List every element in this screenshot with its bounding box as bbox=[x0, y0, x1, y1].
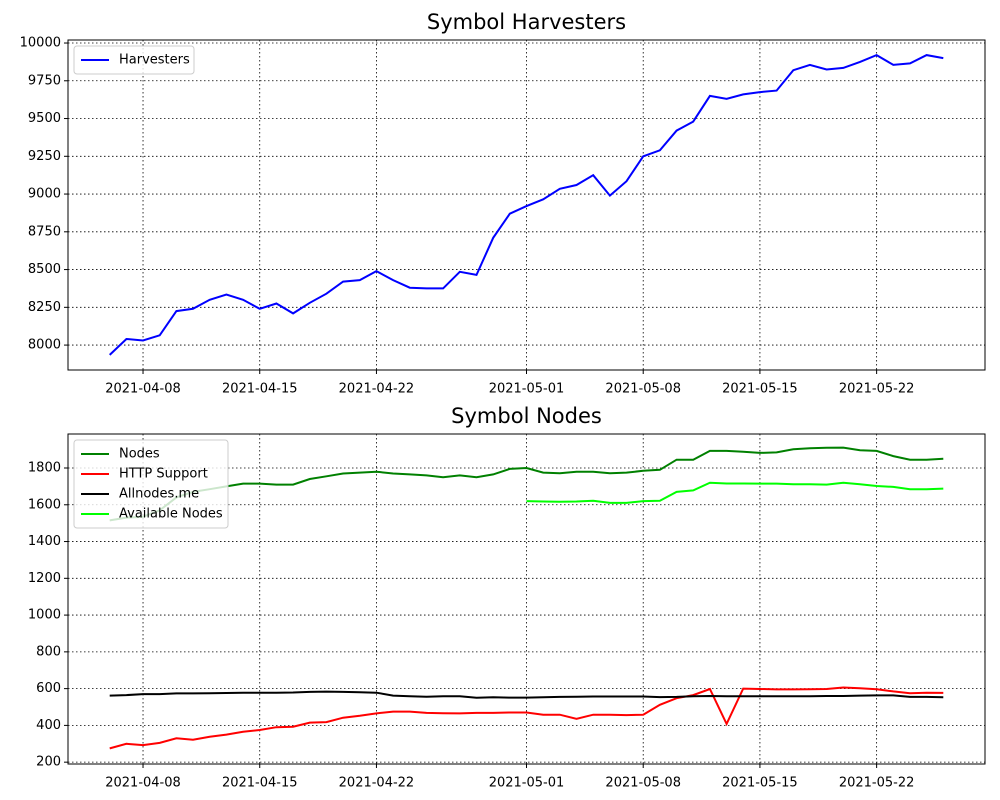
legend-label: Harvesters bbox=[119, 53, 190, 68]
chart-title: Symbol Nodes bbox=[451, 404, 602, 428]
x-tick-label: 2021-04-22 bbox=[339, 776, 415, 791]
series-line bbox=[109, 690, 944, 699]
x-tick-label: 2021-04-15 bbox=[222, 382, 298, 397]
plot-frame bbox=[67, 433, 986, 765]
series-line bbox=[526, 481, 944, 504]
y-tick-label: 8000 bbox=[28, 338, 61, 353]
y-tick-label: 8750 bbox=[28, 224, 61, 239]
chart-title: Symbol Harvesters bbox=[427, 10, 626, 34]
x-tick-label: 2021-04-22 bbox=[339, 382, 415, 397]
x-tick-label: 2021-05-22 bbox=[839, 382, 915, 397]
legend-label: Allnodes.me bbox=[119, 487, 199, 502]
y-tick-label: 600 bbox=[36, 681, 61, 696]
legend-box bbox=[73, 45, 195, 75]
legend-box bbox=[73, 439, 229, 529]
x-tick-label: 2021-05-15 bbox=[722, 776, 798, 791]
y-tick-label: 8500 bbox=[28, 262, 61, 277]
y-tick-label: 10000 bbox=[20, 36, 61, 51]
series-line bbox=[109, 446, 944, 522]
x-tick-label: 2021-04-08 bbox=[105, 776, 181, 791]
y-tick-label: 9500 bbox=[28, 111, 61, 126]
x-tick-label: 2021-05-08 bbox=[605, 382, 681, 397]
y-tick-label: 1800 bbox=[28, 461, 61, 476]
y-tick-label: 9000 bbox=[28, 187, 61, 202]
y-tick-label: 9250 bbox=[28, 149, 61, 164]
y-tick-label: 9750 bbox=[28, 73, 61, 88]
x-tick-label: 2021-05-15 bbox=[722, 382, 798, 397]
x-tick-label: 2021-05-01 bbox=[489, 382, 565, 397]
plot-frame bbox=[67, 39, 986, 371]
y-tick-label: 1400 bbox=[28, 534, 61, 549]
y-tick-label: 200 bbox=[36, 755, 61, 770]
x-tick-label: 2021-04-15 bbox=[222, 776, 298, 791]
legend-label: Available Nodes bbox=[119, 507, 223, 522]
y-tick-label: 8250 bbox=[28, 300, 61, 315]
legend-label: Nodes bbox=[119, 447, 160, 462]
x-tick-label: 2021-05-08 bbox=[605, 776, 681, 791]
y-tick-label: 400 bbox=[36, 718, 61, 733]
legend-label: HTTP Support bbox=[119, 467, 208, 482]
x-tick-label: 2021-04-08 bbox=[105, 382, 181, 397]
y-tick-label: 1200 bbox=[28, 571, 61, 586]
y-tick-label: 1600 bbox=[28, 497, 61, 512]
x-tick-label: 2021-05-01 bbox=[489, 776, 565, 791]
x-tick-label: 2021-05-22 bbox=[839, 776, 915, 791]
series-line bbox=[109, 53, 944, 356]
series-line bbox=[109, 686, 944, 750]
y-tick-label: 1000 bbox=[28, 608, 61, 623]
y-tick-label: 800 bbox=[36, 644, 61, 659]
